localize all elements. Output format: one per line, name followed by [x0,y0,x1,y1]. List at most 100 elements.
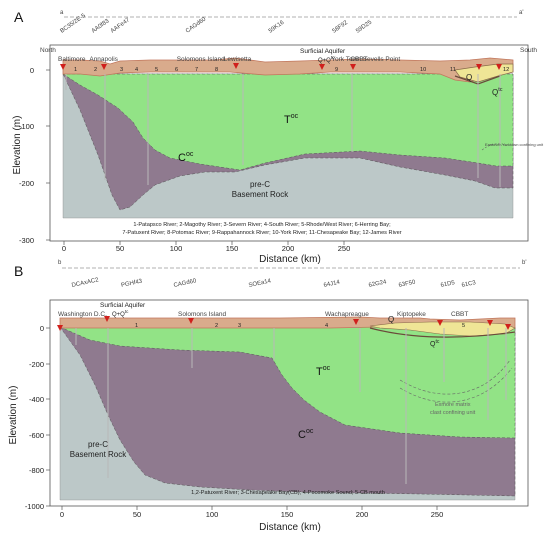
river-number-a-2: 2 [94,67,97,73]
well-id-a-2: AAFe47 [110,17,132,35]
basement-label-a-2: Basement Rock [232,190,289,199]
river-number-a-4: 4 [135,67,138,73]
direction-south: South [520,47,537,54]
river-key-a-1: 1-Patapsco River; 2-Magothy River; 3-Sev… [133,222,391,228]
well-id-a-5: 58F92 [332,20,350,35]
endpoint-a-left: a [60,10,64,16]
river-number-a-6: 6 [175,67,178,73]
endpoint-b-left: b [58,260,62,266]
y-axis-ticks-b [46,327,50,507]
panel-b-river-numbers: 1 2 3 4 5 [135,323,465,329]
y-axis-ticks-a [46,69,50,241]
well-lines-b [75,328,507,484]
river-number-a-5: 5 [155,67,158,73]
river-number-a-9: 9 [335,67,338,73]
well-id-b-4: 64J14 [323,280,341,289]
well-id-a-3: CAGd60 [185,16,208,34]
x-tick-b-0: 0 [60,510,64,519]
panel-a-river-numbers: 1 2 3 4 5 6 7 8 9 10 11 12 [74,67,509,73]
place-a-0: Baltimore [58,56,86,63]
place-a-3: Lewisetta [224,56,252,63]
place-b-2: Wachapreague [325,311,369,318]
confining-unit-b-2 [399,367,513,403]
x-tick-b-200: 200 [356,510,369,519]
panel-a-label: A [14,9,24,25]
well-id-a-0: BC35/2E-5 [59,13,87,35]
confining-label-b-2: clast confining unit [430,410,476,416]
panel-b-label: B [14,263,23,279]
qtc-label-b: Qtc [430,339,440,348]
y-tick-a-100: -100 [19,122,34,131]
well-id-b-5: 62G24 [368,279,388,289]
river-key-b: 1,2-Patuxent River; 3-Chesapeake Bay(CB)… [191,490,385,496]
well-id-a-1: AA0f83 [91,18,111,35]
panel-b-place-names: Washington D.C. Solomons Island Wachapreag… [58,311,468,318]
river-number-a-1: 1 [74,67,77,73]
river-number-a-11: 11 [450,67,456,73]
basement-label-b-1: pre-C [88,440,108,449]
x-tick-b-150: 150 [281,510,294,519]
confining-unit-a [481,143,509,151]
y-axis-label-a: Elevation (m) [12,116,23,175]
x-tick-a-50: 50 [116,244,124,253]
well-markers-b [57,316,511,331]
y-tick-b-800: -800 [29,466,44,475]
y-tick-b-0: 0 [40,324,44,333]
surficial-aquifer-a [62,57,514,83]
surficial-aquifer-label-a: Surficial Aquifer [300,48,346,55]
well-id-b-0: DCAxAC2 [71,277,100,289]
well-id-a-4: 59K16 [268,19,286,34]
x-tick-a-100: 100 [170,244,183,253]
well-id-b-3: SOEa14 [248,278,272,289]
y-axis-label-b: Elevation (m) [8,386,19,445]
place-b-4: CBBT [451,311,468,318]
place-b-0: Washington D.C. [58,311,107,318]
q-base-line-b [369,327,516,338]
direction-north: North [40,47,56,54]
place-a-6: Sevells Point [363,56,401,63]
surficial-aquifer-sub-a: Q+Qtc [318,55,335,64]
tertiary-unit-b [59,326,516,439]
surficial-aquifer-sub-b: Q+Qtc [112,309,129,318]
place-a-2: Solomons Island [177,56,225,63]
well-id-b-1: PGHf43 [121,279,144,289]
confining-label-a: Eastover-Yorktown confining unit [485,142,544,147]
river-number-b-2: 2 [215,323,218,329]
well-id-b-2: CAGd60 [173,278,197,289]
panel-b-well-ids: DCAxAC2 PGHf43 CAGd60 SOEa14 64J14 62G24 63F50… [71,277,477,289]
x-tick-a-150: 150 [226,244,239,253]
qtc-label-a: Qtc [492,87,503,97]
y-tick-b-200: -200 [29,360,44,369]
x-tick-b-250: 250 [431,510,444,519]
well-id-b-7: 61D5 [440,280,456,289]
q-label-b: Q [388,315,394,324]
river-number-a-10: 10 [420,67,426,73]
y-tick-a-0: 0 [30,66,34,75]
well-lines-a [65,74,501,187]
place-b-3: Kiptopeke [397,311,426,318]
place-a-4: York Town [331,56,361,63]
river-number-b-4: 4 [325,323,328,329]
panel-a-place-names: Baltimore Annapolis Solomons IslandLewiset… [58,56,400,63]
river-number-b-1: 1 [135,323,138,329]
y-tick-a-300: -300 [19,236,34,245]
toc-label-b: Toc [316,365,331,378]
well-id-b-6: 63F50 [398,279,417,289]
y-tick-b-600: -600 [29,431,44,440]
panel-a-well-ids: BC35/2E-5 AA0f83 AAFe47 CAGd60 59K16 58F92 59D… [59,13,373,35]
x-axis-ticks-a [63,241,345,245]
place-a-1: Annapolis [89,56,118,63]
river-key-a-2: 7-Patuxent River; 8-Potomac River; 9-Rap… [122,230,401,236]
y-tick-a-200: -200 [19,179,34,188]
coc-label-b: Coc [298,428,314,441]
river-number-a-12: 12 [503,67,509,73]
y-tick-b-400: -400 [29,395,44,404]
well-id-b-8: 61C3 [461,280,477,289]
x-tick-a-0: 0 [62,244,66,253]
place-a-5: CBBT [350,56,367,63]
y-tick-b-1000: -1000 [25,502,44,511]
x-tick-b-100: 100 [206,510,219,519]
place-b-1: Solomons Island [178,311,226,318]
confining-label-b-1: Exmore matrix [435,402,471,408]
river-number-a-7: 7 [195,67,198,73]
